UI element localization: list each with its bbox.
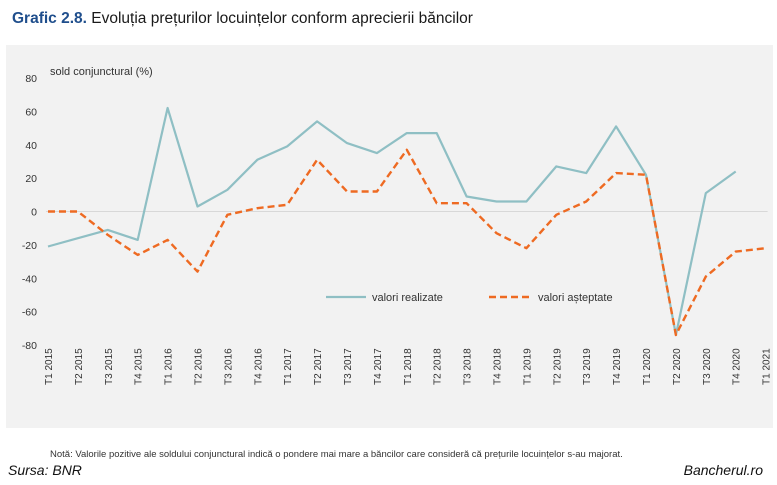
x-tick-label: T1 2016 [164,348,175,385]
y-tick-label: -20 [22,240,37,252]
series-line-expected [48,148,766,337]
y-tick-label: 80 [25,73,37,85]
y-tick-label: -80 [22,340,37,352]
y-tick-label: 0 [31,207,37,219]
chart-panel: sold conjunctural (%) 80 60 40 20 0 -20 -40 -60 -… [6,45,773,460]
x-tick-label: T4 2020 [732,348,743,385]
line-chart: sold conjunctural (%) 80 60 40 20 0 -20 -40 -60 -… [22,66,773,385]
x-tick-label: T3 2017 [343,348,354,385]
x-tick-label: T4 2015 [134,348,145,385]
x-tick-label: T2 2015 [74,348,85,385]
x-tick-label: T1 2015 [44,348,55,385]
y-tick-label: 40 [25,140,37,152]
x-tick-label: T4 2017 [373,348,384,385]
x-tick-label: T4 2019 [612,348,623,385]
x-tick-label: T2 2019 [552,348,563,385]
x-tick-label: T3 2019 [582,348,593,385]
y-tick-label: 20 [25,173,37,185]
x-tick-label: T4 2016 [253,348,264,385]
source-label: Sursa: BNR [8,462,82,478]
site-label: Bancherul.ro [683,462,763,478]
x-tick-label: T3 2020 [702,348,713,385]
chart-title: Grafic 2.8. Evoluția prețurilor locuințe… [12,10,473,28]
x-tick-label: T3 2018 [463,348,474,385]
chart-note: Notă: Valorile pozitive ale soldului con… [50,449,623,460]
x-tick-label: T4 2018 [493,348,504,385]
x-tick-label: T2 2016 [194,348,205,385]
x-tick-label: T3 2016 [223,348,234,385]
x-tick-label: T2 2020 [672,348,683,385]
x-tick-label: T2 2017 [313,348,324,385]
legend-label-realized: valori realizate [372,292,443,304]
x-tick-label: T1 2019 [522,348,533,385]
series-line-realized [47,106,737,337]
y-tick-label: -60 [22,307,37,319]
x-tick-label: T2 2018 [433,348,444,385]
y-axis-label: sold conjunctural (%) [50,66,153,78]
x-tick-label: T1 2017 [283,348,294,385]
chart-title-label: Grafic 2.8. [12,10,87,27]
x-tick-label: T1 2018 [403,348,414,385]
y-tick-label: 60 [25,106,37,118]
x-tick-label: T1 2021 [762,348,773,385]
legend-label-expected: valori așteptate [538,292,613,304]
x-tick-label: T3 2015 [104,348,115,385]
chart-title-text: Evoluția prețurilor locuințelor conform … [91,10,473,27]
x-tick-label: T1 2020 [642,348,653,385]
y-tick-label: -40 [22,273,37,285]
